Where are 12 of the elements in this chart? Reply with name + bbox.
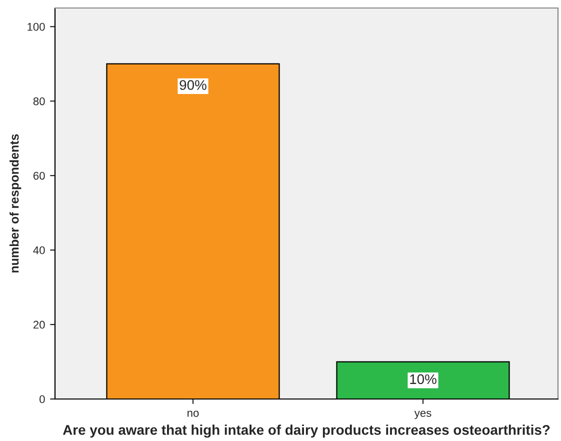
y-tick-label: 0 <box>40 395 45 404</box>
x-tick-label: no <box>188 410 199 417</box>
x-tick-label: yes <box>414 410 432 420</box>
data-label: 90% <box>180 80 206 90</box>
y-tick-label: 60 <box>33 172 45 180</box>
y-tick-label: 40 <box>33 246 45 254</box>
y-axis-title: number of respondents <box>10 134 22 272</box>
y-tick-label: 20 <box>33 320 45 329</box>
x-axis-title: Are you aware that high intake of dairy products increases osteoarthritis? <box>62 424 550 438</box>
data-label: 10% <box>410 374 436 384</box>
y-tick-label: 100 <box>28 22 45 31</box>
y-tick-label: 80 <box>33 97 45 106</box>
